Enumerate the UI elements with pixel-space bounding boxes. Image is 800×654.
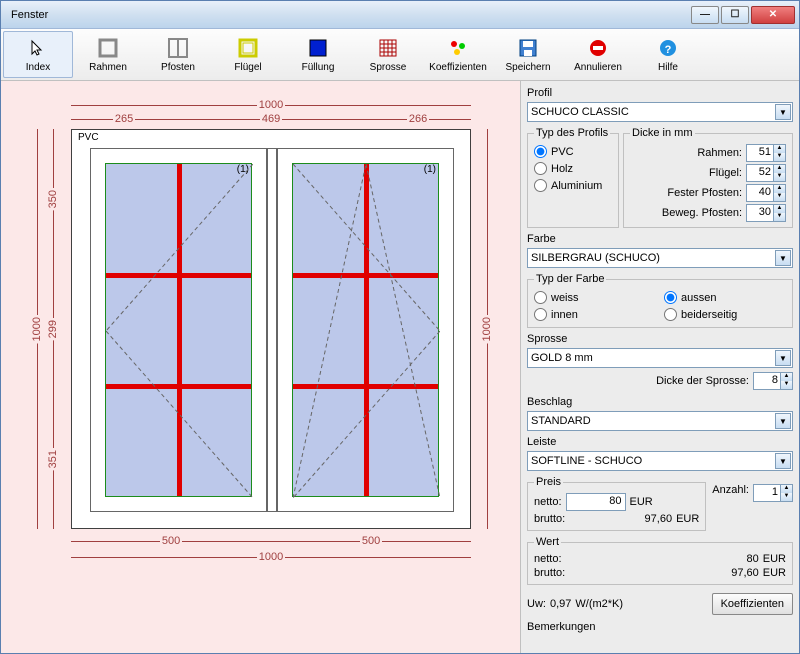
chevron-down-icon: ▼: [775, 413, 791, 429]
tool-füllung[interactable]: Füllung: [283, 31, 353, 78]
tool-speichern[interactable]: Speichern: [493, 31, 563, 78]
help-icon: ?: [657, 37, 679, 59]
chevron-down-icon: ▼: [775, 104, 791, 120]
preis-group: Preis netto:80EUR brutto:97,60EUR: [527, 476, 706, 531]
anzahl-spinner[interactable]: 1▲▼: [753, 484, 793, 502]
profil-typ-group: Typ des Profils PVC Holz Aluminium: [527, 127, 619, 228]
maximize-button[interactable]: ☐: [721, 6, 749, 24]
frame-outer: PVC (1): [71, 129, 471, 529]
leiste-combo[interactable]: SOFTLINE - SCHUCO▼: [527, 451, 793, 471]
sprosse-label: Sprosse: [527, 333, 793, 345]
tool-flügel[interactable]: Flügel: [213, 31, 283, 78]
close-button[interactable]: ✕: [751, 6, 795, 24]
svg-text:?: ?: [665, 44, 672, 56]
rahmen-icon: [97, 37, 119, 59]
koeffizienten-button[interactable]: Koeffizienten: [712, 593, 793, 615]
properties-panel: Profil SCHUCO CLASSIC▼ Typ des Profils P…: [521, 81, 799, 653]
minimize-button[interactable]: —: [691, 6, 719, 24]
farbe-label: Farbe: [527, 233, 793, 245]
beweg-spinner[interactable]: 30▲▼: [746, 204, 786, 222]
fester-spinner[interactable]: 40▲▼: [746, 184, 786, 202]
radio-holz[interactable]: [534, 162, 547, 175]
app-window: Fenster — ☐ ✕ IndexRahmenPfostenFlügelFü…: [0, 0, 800, 654]
radio-pvc[interactable]: [534, 145, 547, 158]
chevron-down-icon: ▼: [775, 250, 791, 266]
sash-right: (1): [277, 148, 454, 512]
sash-left: (1): [90, 148, 267, 512]
tool-hilfe[interactable]: ?Hilfe: [633, 31, 703, 78]
fuellung-icon: [307, 37, 329, 59]
rahmen-spinner[interactable]: 51▲▼: [746, 144, 786, 162]
window-title: Fenster: [5, 9, 691, 21]
profil-combo[interactable]: SCHUCO CLASSIC▼: [527, 102, 793, 122]
bemerkungen-label: Bemerkungen: [527, 621, 793, 633]
toolbar: IndexRahmenPfostenFlügelFüllungSprosseKo…: [1, 29, 799, 81]
dicke-group: Dicke in mm Rahmen:51▲▼ Flügel:52▲▼ Fest…: [623, 127, 793, 228]
window-drawing: 1000 265 469 266 1000 350 299 351 1000 P…: [41, 99, 506, 653]
fluegel-spinner[interactable]: 52▲▼: [746, 164, 786, 182]
sprosse-icon: [377, 37, 399, 59]
drawing-canvas[interactable]: 1000 265 469 266 1000 350 299 351 1000 P…: [1, 81, 521, 653]
radio-weiss[interactable]: [534, 291, 547, 304]
cancel-icon: [587, 37, 609, 59]
save-icon: [517, 37, 539, 59]
window-controls: — ☐ ✕: [691, 6, 795, 24]
koef-icon: [447, 37, 469, 59]
radio-aluminium[interactable]: [534, 179, 547, 192]
tool-sprosse[interactable]: Sprosse: [353, 31, 423, 78]
radio-aussen[interactable]: [664, 291, 677, 304]
fluegel-icon: [237, 37, 259, 59]
glass-left: (1): [105, 163, 252, 497]
tool-koeffizienten[interactable]: Koeffizienten: [423, 31, 493, 78]
leiste-label: Leiste: [527, 436, 793, 448]
cursor-icon: [27, 37, 49, 59]
mullion: [267, 148, 277, 512]
tool-annulieren[interactable]: Annulieren: [563, 31, 633, 78]
tool-rahmen[interactable]: Rahmen: [73, 31, 143, 78]
netto-input[interactable]: 80: [566, 493, 626, 511]
profil-label: Profil: [527, 87, 793, 99]
beschlag-combo[interactable]: STANDARD▼: [527, 411, 793, 431]
beschlag-label: Beschlag: [527, 396, 793, 408]
radio-innen[interactable]: [534, 308, 547, 321]
wert-group: Wert netto:80EUR brutto:97,60EUR: [527, 536, 793, 585]
sprosse-combo[interactable]: GOLD 8 mm▼: [527, 348, 793, 368]
radio-beiderseitig[interactable]: [664, 308, 677, 321]
tool-pfosten[interactable]: Pfosten: [143, 31, 213, 78]
farbe-combo[interactable]: SILBERGRAU (SCHUCO)▼: [527, 248, 793, 268]
glass-right: (1): [292, 163, 439, 497]
titlebar: Fenster — ☐ ✕: [1, 1, 799, 29]
farbe-typ-group: Typ der Farbe weiss innen aussen beiders…: [527, 273, 793, 328]
content: 1000 265 469 266 1000 350 299 351 1000 P…: [1, 81, 799, 653]
sprosse-dicke-spinner[interactable]: 8▲▼: [753, 372, 793, 390]
material-label: PVC: [78, 132, 99, 143]
chevron-down-icon: ▼: [775, 453, 791, 469]
chevron-down-icon: ▼: [775, 350, 791, 366]
pfosten-icon: [167, 37, 189, 59]
tool-index[interactable]: Index: [3, 31, 73, 78]
